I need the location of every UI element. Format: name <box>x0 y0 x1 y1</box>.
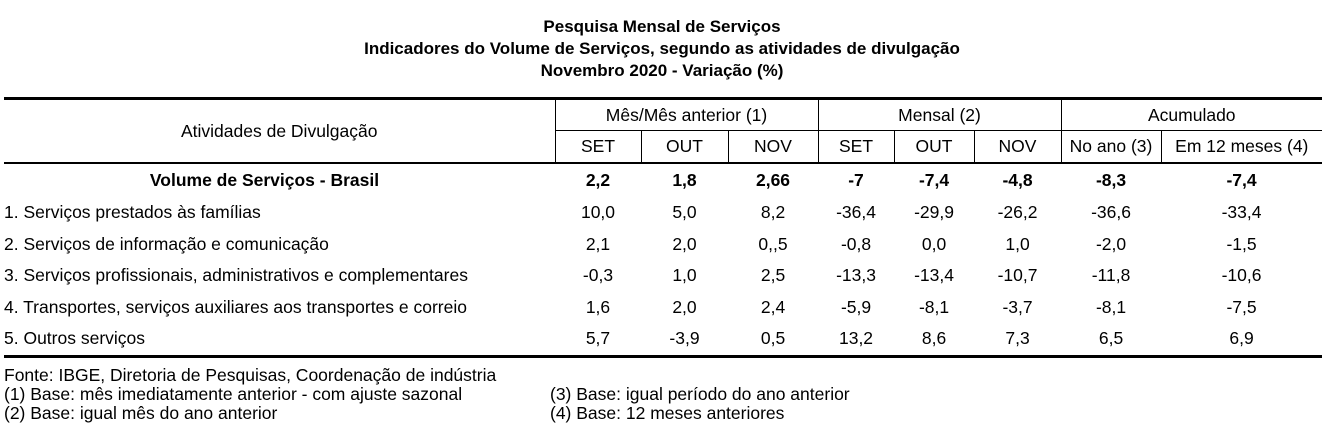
group-header-mensal: Mensal (2) <box>817 97 1062 131</box>
cell-value: -8,1 <box>918 296 950 317</box>
footnote-2: (2) Base: igual mês do ano anterior <box>4 403 278 423</box>
cell-value: 1,8 <box>672 170 697 190</box>
period-title: Novembro 2020 - Variação (%) <box>540 61 784 80</box>
source-note: Fonte: IBGE, Diretoria de Pesquisas, Coo… <box>4 365 497 385</box>
cell-value: -0,8 <box>840 233 872 254</box>
cell-value: -5,9 <box>840 296 872 317</box>
table-row: 2. Serviços de informação e comunicação … <box>4 229 1322 261</box>
services-volume-table: Atividades de Divulgação Mês/Mês anterio… <box>4 97 1323 358</box>
cell-value: 7,3 <box>974 323 1062 358</box>
cell-value: -2,0 <box>1095 233 1127 254</box>
cell-value: -8,1 <box>1095 296 1127 317</box>
col-header-12-meses: Em 12 meses (4) <box>1160 130 1323 164</box>
cell-value: 8,2 <box>760 202 786 223</box>
table-title-block: Pesquisa Mensal de Serviços Indicadores … <box>0 16 1324 82</box>
cell-value: -26,2 <box>997 202 1038 223</box>
table-row: Volume de Serviços - Brasil 2,2 1,8 2,66… <box>4 163 1322 197</box>
cell-value: 2,5 <box>760 265 786 286</box>
cell-value: 0,,5 <box>758 233 788 254</box>
cell-value: -11,8 <box>1091 265 1131 286</box>
table-row: 1. Serviços prestados às famílias 10,0 5… <box>4 197 1322 229</box>
footnote-row: (2) Base: igual mês do ano anterior (4) … <box>4 403 784 423</box>
row-label: Volume de Serviços - Brasil <box>149 170 380 190</box>
col-header-no-ano: No ano (3) <box>1060 130 1162 164</box>
col-header-mensal-set: SET <box>817 130 895 164</box>
cell-value: 2,1 <box>585 233 611 254</box>
cell-value: -7,4 <box>918 170 950 190</box>
col-header-mes-mes-nov: NOV <box>727 130 819 164</box>
footnote-3: (3) Base: igual período do ano anterior <box>550 384 850 404</box>
cell-value: -0,3 <box>582 265 614 286</box>
cell-value: -7,4 <box>1226 170 1257 190</box>
row-label: 5. Outros serviços <box>4 323 555 358</box>
table-row: 4. Transportes, serviços auxiliares aos … <box>4 292 1322 324</box>
cell-value: 1,0 <box>1005 233 1030 254</box>
cell-value: 1,6 <box>585 296 611 317</box>
cell-value: -8,3 <box>1095 170 1127 190</box>
cell-value: 2,66 <box>755 170 791 190</box>
cell-value: 0,0 <box>921 233 947 254</box>
cell-value: -13,3 <box>836 265 876 286</box>
table-footnotes: Fonte: IBGE, Diretoria de Pesquisas, Coo… <box>4 365 850 423</box>
cell-value: -36,6 <box>1091 202 1131 223</box>
cell-value: -10,7 <box>997 265 1038 286</box>
footnote-1: (1) Base: mês imediatamente anterior - c… <box>4 384 463 404</box>
cell-value: -4,8 <box>1002 170 1033 190</box>
cell-value: 5,0 <box>672 202 697 223</box>
cell-value: 2,0 <box>672 296 697 317</box>
cell-value: 2,0 <box>672 233 697 254</box>
col-header-mensal-out: OUT <box>893 130 975 164</box>
cell-value: 2,2 <box>585 170 611 190</box>
cell-value: 5,7 <box>555 323 641 358</box>
cell-value: 0,5 <box>728 323 819 358</box>
indicator-title: Indicadores do Volume de Serviços, segun… <box>364 39 960 58</box>
cell-value: -33,4 <box>1221 202 1262 223</box>
cell-value: 10,0 <box>580 202 616 223</box>
cell-value: -29,9 <box>914 202 954 223</box>
col-header-mes-mes-out: OUT <box>640 130 728 164</box>
cell-value: 1,0 <box>672 265 697 286</box>
header-row-groups: Atividades de Divulgação Mês/Mês anterio… <box>4 97 1323 164</box>
row-label: 4. Transportes, serviços auxiliares aos … <box>4 296 467 317</box>
footnote-4: (4) Base: 12 meses anteriores <box>550 403 785 423</box>
col-header-mes-mes-set: SET <box>555 130 641 164</box>
survey-title: Pesquisa Mensal de Serviços <box>543 17 781 36</box>
cell-value: -1,5 <box>1226 233 1257 254</box>
cell-value: -7,5 <box>1226 296 1257 317</box>
table-row: 5. Outros serviços 5,7 -3,9 0,5 13,2 8,6… <box>4 323 1323 358</box>
cell-value: -3,7 <box>1002 296 1033 317</box>
table-row: 3. Serviços profissionais, administrativ… <box>4 260 1322 292</box>
cell-value: 6,9 <box>1161 323 1323 358</box>
cell-value: 6,5 <box>1061 323 1162 358</box>
cell-value: 2,4 <box>760 296 786 317</box>
row-label: 1. Serviços prestados às famílias <box>4 202 261 223</box>
cell-value: 13,2 <box>818 323 895 358</box>
cell-value: -10,6 <box>1221 265 1262 286</box>
cell-value: 8,6 <box>894 323 975 358</box>
col-header-mensal-nov: NOV <box>973 130 1062 164</box>
cell-value: -3,9 <box>641 323 728 358</box>
group-header-mes-mes: Mês/Mês anterior (1) <box>555 97 819 131</box>
footnote-row: (1) Base: mês imediatamente anterior - c… <box>4 384 850 404</box>
group-header-acumulado: Acumulado <box>1060 97 1323 131</box>
row-label: 2. Serviços de informação e comunicação <box>4 233 329 254</box>
cell-value: -7 <box>848 170 864 190</box>
cell-value: -36,4 <box>836 202 876 223</box>
activities-header: Atividades de Divulgação <box>4 97 556 164</box>
cell-value: -13,4 <box>914 265 954 286</box>
header-row-periods: SET OUT NOV SET OUT NOV No ano (3) Em 12… <box>4 130 1323 164</box>
row-label: 3. Serviços profissionais, administrativ… <box>4 265 468 286</box>
